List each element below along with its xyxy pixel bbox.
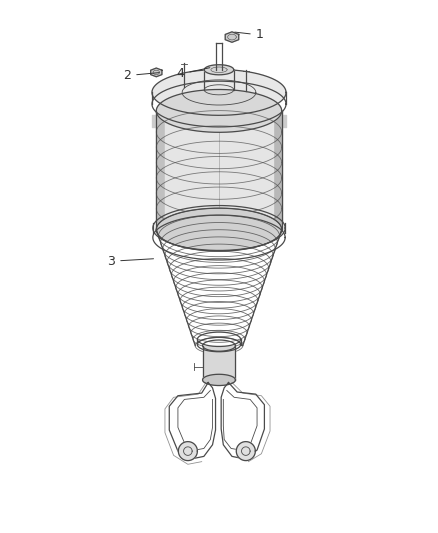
Polygon shape <box>236 442 255 461</box>
Polygon shape <box>178 442 198 461</box>
Polygon shape <box>202 345 236 380</box>
Polygon shape <box>202 374 236 385</box>
Polygon shape <box>156 111 165 230</box>
Polygon shape <box>151 68 162 77</box>
Polygon shape <box>152 69 286 115</box>
Polygon shape <box>204 64 234 75</box>
Text: 1: 1 <box>235 28 264 42</box>
Polygon shape <box>156 90 282 132</box>
Text: 2: 2 <box>124 69 159 82</box>
Polygon shape <box>156 208 282 251</box>
Text: 4: 4 <box>177 68 210 80</box>
Text: 3: 3 <box>107 255 154 268</box>
Polygon shape <box>225 32 239 42</box>
Polygon shape <box>273 111 282 230</box>
Polygon shape <box>165 111 273 230</box>
